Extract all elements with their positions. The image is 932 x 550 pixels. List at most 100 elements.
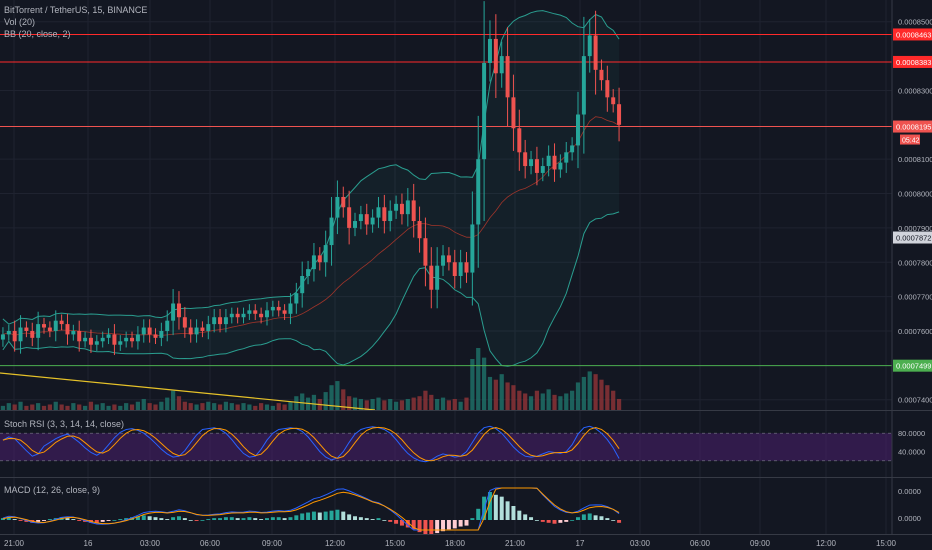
candle-body <box>523 152 528 167</box>
macd-histogram-bar <box>112 520 117 521</box>
volume-bar <box>118 405 123 410</box>
bollinger-upper <box>2 10 620 325</box>
volume-bar <box>458 401 463 410</box>
candle-body <box>118 341 123 345</box>
pane-separator <box>0 477 932 478</box>
volume-bar <box>423 390 428 410</box>
level-price-label: 0.0008463 <box>896 30 931 39</box>
volume-bar <box>558 396 563 410</box>
volume-bar <box>41 405 47 410</box>
macd-histogram-bar <box>523 514 528 520</box>
candle-body <box>194 327 199 335</box>
volume-bar <box>212 403 217 410</box>
level-price-tag <box>893 120 932 133</box>
bollinger-fill <box>2 10 620 367</box>
volume-bar <box>552 394 557 410</box>
macd-histogram-bar <box>311 511 316 520</box>
macd-histogram-bar <box>165 519 170 520</box>
macd-label[interactable]: MACD (12, 26, close, 9) <box>4 485 101 495</box>
volume-bar <box>528 396 534 410</box>
bollinger-indicator-label[interactable]: BB (20, close, 2) <box>4 29 71 39</box>
time-tick-label: 15:00 <box>385 539 406 548</box>
volume-bar <box>493 379 498 410</box>
volume-bar <box>65 405 70 410</box>
volume-bar <box>18 401 23 410</box>
macd-histogram-bar <box>47 519 52 520</box>
candle-body <box>229 313 234 318</box>
macd-histogram-bar <box>505 501 510 520</box>
candle-body <box>300 276 305 294</box>
volume-bar <box>82 405 88 410</box>
volume-bar <box>405 398 410 410</box>
macd-histogram-bar <box>605 518 610 520</box>
macd-histogram-bar <box>487 492 492 520</box>
volume-bar <box>464 397 469 410</box>
candle-body <box>59 320 64 325</box>
candle-body <box>347 207 352 228</box>
time-tick-label: 03:00 <box>630 539 651 548</box>
volume-bar <box>288 401 293 410</box>
symbol-title[interactable]: BitTorrent / TetherUS, 15, BINANCE <box>4 5 148 15</box>
time-tick-label: 15:00 <box>876 539 897 548</box>
time-tick-label: 06:00 <box>690 539 711 548</box>
candle-body <box>276 306 281 311</box>
level-price-label: 0.0008383 <box>896 58 931 67</box>
candle-body <box>317 255 322 263</box>
macd-histogram-bar <box>529 517 534 520</box>
macd-histogram-bar <box>470 518 475 520</box>
candle-body <box>458 262 463 276</box>
volume-bar <box>112 404 117 410</box>
macd-histogram-bar <box>534 520 539 521</box>
countdown-tag <box>900 134 920 145</box>
macd-histogram-bar <box>135 516 140 520</box>
time-tick-label: 06:00 <box>200 539 221 548</box>
volume-bar <box>546 389 551 410</box>
stoch-legend: Stoch RSI (3, 3, 14, 14, close) <box>4 418 124 430</box>
horizontal-levels <box>0 33 892 367</box>
macd-histogram-bar <box>435 520 440 534</box>
volume-bar <box>540 393 545 410</box>
macd-histogram-bar <box>200 520 205 521</box>
macd-histogram-bar <box>558 520 563 523</box>
volume-bar <box>452 398 457 410</box>
candle-body <box>65 324 70 335</box>
candle-body <box>18 327 23 342</box>
candle-body <box>382 207 387 222</box>
macd-histogram-bar <box>499 496 504 520</box>
macd-histogram-bar <box>300 513 305 520</box>
candle-body <box>71 330 76 335</box>
volume-bar <box>188 403 193 410</box>
candle-body <box>176 303 181 318</box>
candle-body <box>482 62 487 160</box>
volume-bar <box>282 404 287 410</box>
price-tick-label: 0.0007600 <box>898 327 932 336</box>
candle-body <box>100 337 105 342</box>
macd-histogram-bar <box>253 518 258 520</box>
candle-body <box>464 262 469 273</box>
volume-indicator-label[interactable]: Vol (20) <box>4 17 36 27</box>
candle-body <box>546 155 551 167</box>
candle-body <box>599 69 604 81</box>
volume-bar <box>429 394 434 410</box>
candle-body <box>77 330 82 342</box>
macd-histogram-bar <box>270 517 275 520</box>
time-tick-label: 17 <box>576 539 585 548</box>
candle-body <box>270 306 275 311</box>
candle-body <box>476 159 481 225</box>
volume-bar <box>352 397 358 410</box>
macd-histogram-bar <box>446 520 451 530</box>
candle-body <box>171 303 176 321</box>
macd-legend: MACD (12, 26, close, 9) <box>4 484 100 496</box>
stoch-rsi-label[interactable]: Stoch RSI (3, 3, 14, 14, close) <box>4 419 125 429</box>
volume-bar <box>217 404 223 410</box>
macd-histogram-bar <box>194 520 199 521</box>
volume-bar <box>523 393 528 410</box>
macd-histogram-bar <box>65 518 70 520</box>
macd-histogram-bar <box>247 517 252 520</box>
volume-bar <box>264 404 270 410</box>
macd-histogram-bar <box>229 517 234 520</box>
volume-bar <box>241 403 246 410</box>
macd-histogram-bar <box>411 520 416 530</box>
volume-bar <box>593 374 598 410</box>
